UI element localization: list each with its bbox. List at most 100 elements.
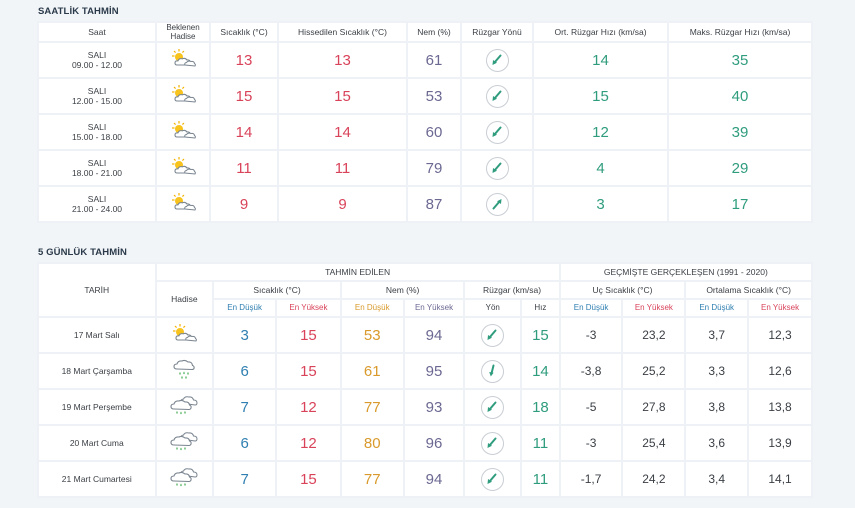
daily-rows: 17 Mart Salı 3 15 53 94 15 -3 23,2 3,7 12,3 18 Mar… — [39, 318, 811, 496]
event-cell — [157, 79, 209, 113]
hum-max-cell: 94 — [404, 462, 464, 496]
event-cell — [156, 390, 213, 424]
hum-max-cell: 95 — [404, 354, 464, 388]
temp-max-cell: 15 — [277, 462, 340, 496]
day-label: SALI — [87, 158, 107, 168]
header-speed: Hız — [522, 300, 559, 316]
avg-max-cell: 13,9 — [749, 426, 811, 460]
temp-min-cell: 3 — [214, 318, 276, 352]
partly-cloudy-icon — [168, 120, 198, 145]
temp-cell: 15 — [211, 79, 277, 113]
humidity-cell: 60 — [408, 115, 460, 149]
header-temp-min: En Düşük — [214, 300, 276, 316]
feels-cell: 9 — [279, 187, 406, 221]
daily-header-row-1: TARİH TAHMİN EDİLEN GEÇMİŞTE GERÇEKLEŞEN… — [39, 264, 811, 316]
extreme-min-cell: -5 — [560, 390, 622, 424]
partly-cloudy-icon — [168, 48, 198, 73]
event-cell — [156, 462, 213, 496]
daily-row: 17 Mart Salı 3 15 53 94 15 -3 23,2 3,7 12,3 — [39, 318, 811, 352]
max-wind-cell: 40 — [669, 79, 811, 113]
temp-max-cell: 15 — [277, 354, 340, 388]
extreme-max-cell: 27,8 — [623, 390, 685, 424]
hourly-rows: SALI 09.00 - 12.00 13 13 61 14 35 SALI 12.00 - 1… — [39, 43, 811, 221]
wind-speed-cell: 11 — [522, 462, 559, 496]
wind-direction-icon — [485, 48, 509, 72]
extreme-min-cell: -3,8 — [560, 354, 622, 388]
wind-dir-cell — [465, 390, 521, 424]
hum-max-cell: 94 — [404, 318, 464, 352]
temp-min-cell: 7 — [214, 390, 276, 424]
hum-max-cell: 96 — [404, 426, 464, 460]
humidity-cell: 53 — [408, 79, 460, 113]
temp-min-cell: 7 — [214, 462, 276, 496]
humidity-cell: 61 — [408, 43, 460, 77]
time-cell: SALI 09.00 - 12.00 — [39, 43, 155, 77]
temp-max-cell: 12 — [277, 426, 340, 460]
time-cell: SALI 15.00 - 18.00 — [39, 115, 155, 149]
time-range: 18.00 - 21.00 — [71, 168, 123, 178]
extreme-min-cell: -1,7 — [560, 462, 622, 496]
day-label: SALI — [87, 86, 107, 96]
avg-wind-cell: 12 — [534, 115, 667, 149]
extreme-max-cell: 24,2 — [623, 462, 685, 496]
header-wind-dir: Rüzgar Yönü — [462, 23, 532, 41]
daily-header-row-2: Hadise Sıcaklık (°C) Nem (%) Rüzgar (km/… — [39, 282, 811, 316]
cloud-rain-icon — [169, 394, 199, 421]
temp-min-cell: 6 — [214, 354, 276, 388]
temp-min-cell: 6 — [214, 426, 276, 460]
wind-dir-cell — [465, 318, 521, 352]
daily-section-title: 5 GÜNLÜK TAHMİN — [38, 247, 127, 258]
wind-dir-cell — [462, 115, 532, 149]
partly-cloudy-icon — [168, 84, 198, 109]
header-temp: Sıcaklık (°C) — [214, 282, 340, 298]
feels-cell: 11 — [279, 151, 406, 185]
header-time: Saat — [39, 23, 155, 41]
wind-speed-cell: 14 — [522, 354, 559, 388]
avg-min-cell: 3,3 — [686, 354, 748, 388]
rain-icon — [171, 358, 197, 385]
date-cell: 20 Mart Cuma — [39, 426, 155, 460]
max-wind-cell: 39 — [669, 115, 811, 149]
header-forecast: TAHMİN EDİLEN — [156, 264, 559, 280]
date-cell: 17 Mart Salı — [39, 318, 155, 352]
wind-dir-cell — [462, 43, 532, 77]
hum-min-cell: 53 — [341, 318, 403, 352]
daily-row: 21 Mart Cumartesi 7 15 77 94 11 -1,7 24,2 3,4 14,… — [39, 462, 811, 496]
event-cell — [157, 187, 209, 221]
avg-max-cell: 14,1 — [749, 462, 811, 496]
hourly-forecast-table: Saat Beklenen Hadise Sıcaklık (°C) Hisse… — [37, 21, 813, 223]
header-temp-max: En Yüksek — [277, 300, 340, 316]
temp-cell: 9 — [211, 187, 277, 221]
event-cell — [157, 43, 209, 77]
time-range: 09.00 - 12.00 — [71, 60, 123, 70]
wind-speed-cell: 15 — [522, 318, 559, 352]
time-range: 15.00 - 18.00 — [71, 132, 123, 142]
humidity-cell: 87 — [408, 187, 460, 221]
hum-min-cell: 61 — [341, 354, 403, 388]
extreme-min-cell: -3 — [560, 318, 622, 352]
temp-cell: 11 — [211, 151, 277, 185]
header-event-label: Beklenen Hadise — [166, 23, 200, 41]
header-avg-wind: Ort. Rüzgar Hızı (km/sa) — [534, 23, 667, 41]
humidity-cell: 79 — [408, 151, 460, 185]
event-cell — [156, 354, 213, 388]
date-cell: 21 Mart Cumartesi — [39, 462, 155, 496]
header-extreme-min: En Düşük — [560, 300, 622, 316]
wind-direction-icon — [485, 84, 509, 108]
avg-max-cell: 12,6 — [749, 354, 811, 388]
feels-cell: 13 — [279, 43, 406, 77]
header-dir: Yön — [465, 300, 521, 316]
cloud-rain-icon — [169, 430, 199, 457]
header-max-wind: Maks. Rüzgar Hızı (km/sa) — [669, 23, 811, 41]
time-range: 12.00 - 15.00 — [71, 96, 123, 106]
wind-dir-cell — [465, 354, 521, 388]
partly-cloudy-icon — [168, 156, 198, 181]
extreme-max-cell: 25,4 — [623, 426, 685, 460]
time-cell: SALI 21.00 - 24.00 — [39, 187, 155, 221]
header-extreme-max: En Yüksek — [623, 300, 685, 316]
wind-dir-cell — [462, 151, 532, 185]
avg-wind-cell: 4 — [534, 151, 667, 185]
hourly-row: SALI 18.00 - 21.00 11 11 79 4 29 — [39, 151, 811, 185]
hourly-header-row: Saat Beklenen Hadise Sıcaklık (°C) Hisse… — [39, 23, 811, 41]
header-hum-min: En Düşük — [341, 300, 403, 316]
